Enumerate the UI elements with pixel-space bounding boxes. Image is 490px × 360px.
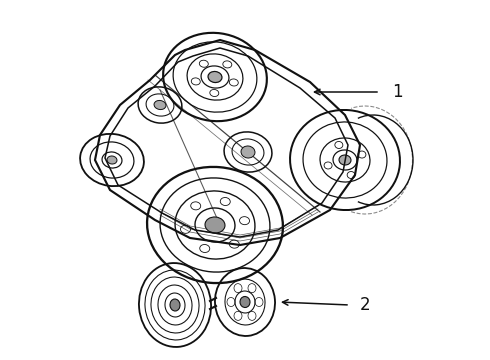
Ellipse shape [154, 100, 166, 109]
Ellipse shape [170, 299, 180, 311]
Ellipse shape [205, 217, 225, 233]
Ellipse shape [107, 156, 117, 164]
Ellipse shape [241, 146, 255, 158]
Text: 1: 1 [392, 83, 403, 101]
Ellipse shape [339, 155, 351, 165]
Text: 2: 2 [360, 296, 370, 314]
Ellipse shape [240, 297, 250, 307]
Ellipse shape [208, 72, 222, 82]
